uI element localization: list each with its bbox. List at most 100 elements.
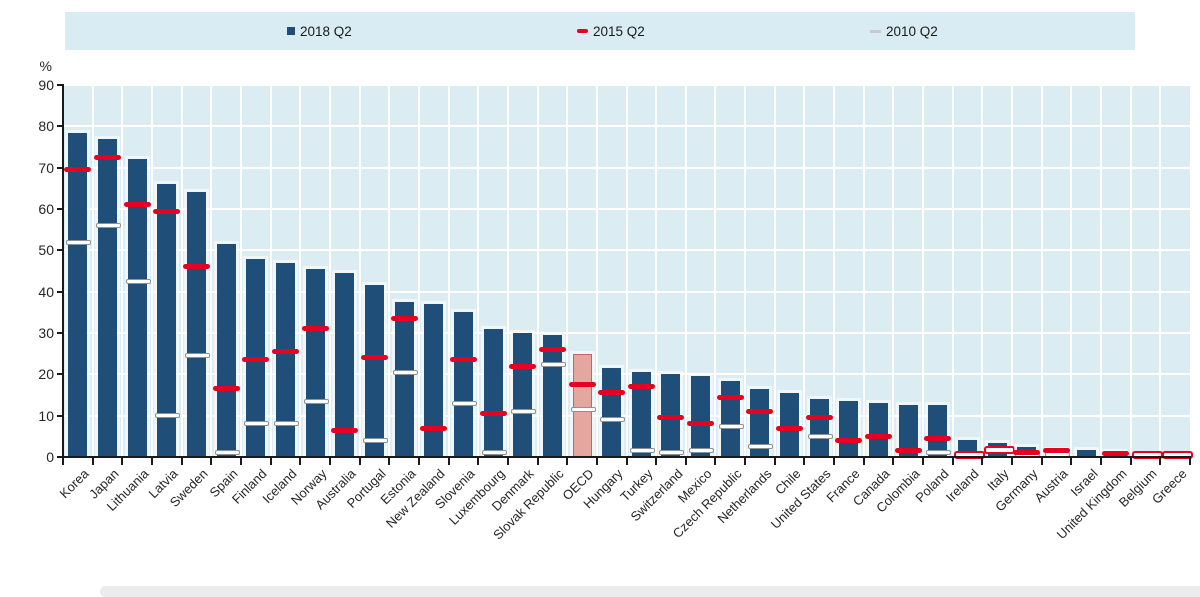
dash-2015-new-zealand [420,425,448,431]
dash-2015-ireland [954,451,986,459]
x-tick-35 [1100,458,1103,465]
bar-poland [925,402,951,460]
dash-2015-united-kingdom [1102,451,1130,456]
y-tick-40 [57,290,63,293]
bar-turkey [628,369,654,460]
x-label-korea: Korea [56,466,92,502]
dash-2015-mexico [687,421,715,427]
bar-france [836,398,862,460]
horizontal-scrollbar[interactable] [100,586,1200,597]
dash-2015-hungary [598,390,626,396]
x-tick-26 [833,458,836,465]
dash-2015-poland [924,435,952,441]
dash-2015-netherlands [746,409,774,415]
bar-netherlands [747,385,773,460]
bar-denmark [510,330,536,460]
y-tick-10 [57,414,63,417]
gridline-v-25 [803,85,806,457]
y-tick-60 [57,208,63,210]
x-tick-29 [922,458,925,465]
bar-sweden [183,189,209,460]
bar-japan [94,135,120,460]
x-tick-6 [239,458,242,465]
dash-2015-canada [865,433,893,439]
y-tick-30 [57,332,63,334]
bar-colombia [895,402,921,460]
legend-red-dash-icon [577,29,588,33]
legend-gray-dash-icon [870,29,881,33]
gridline-v-31 [981,85,984,457]
bar-korea [65,129,91,460]
y-tick-label-50: 50 [38,242,54,259]
dash-2010-latvia [155,413,181,419]
bar-luxembourg [480,325,506,460]
y-tick-80 [57,125,63,128]
x-tick-30 [951,458,954,465]
x-tick-20 [655,458,658,465]
dash-2015-turkey [627,384,655,390]
dash-2015-estonia [390,316,418,322]
dash-2015-france [835,437,863,443]
x-tick-19 [625,458,628,465]
dash-2010-norway [303,398,329,404]
bar-hungary [599,365,625,460]
x-tick-9 [328,458,331,465]
dash-2010-oecd [570,406,596,412]
bar-lithuania [124,156,150,460]
x-tick-17 [566,458,569,465]
x-tick-28 [892,458,895,465]
bar-czech-republic [717,377,743,461]
gridline-v-5 [210,85,213,457]
bar-portugal [361,282,387,460]
x-tick-38 [1189,458,1191,465]
gridline-v-13 [447,85,450,457]
bar-new-zealand [421,301,447,460]
x-label-austria: Austria [1031,466,1071,506]
bar-oecd [569,350,595,460]
dash-2010-iceland [273,421,299,427]
dash-2010-spain [214,450,240,456]
x-tick-18 [595,458,598,465]
dash-2015-united-states [805,415,833,421]
x-tick-22 [714,458,717,465]
dash-2010-estonia [392,369,418,375]
gridline-v-35 [1100,85,1103,457]
gridline-v-17 [566,85,569,457]
dash-2015-czech-republic [716,394,744,400]
dash-2015-japan [93,154,121,160]
gridline-v-3 [150,85,153,457]
dash-2015-luxembourg [479,411,507,417]
bar-slovenia [450,309,476,460]
x-tick-0 [62,458,64,465]
legend-item-2018-q2: 2018 Q2 [287,12,352,50]
gridline-v-16 [536,85,539,457]
y-tick-label-0: 0 [46,449,54,465]
dash-2010-netherlands [748,444,774,450]
x-tick-16 [536,458,539,465]
bar-estonia [391,299,417,460]
x-tick-14 [477,458,480,465]
dash-2010-switzerland [659,450,685,456]
gridline-v-10 [358,85,361,457]
gridline-v-1 [91,85,94,457]
dash-2015-latvia [153,208,181,214]
x-tick-36 [1129,458,1132,465]
dash-2015-australia [331,427,359,433]
gridline-v-9 [328,85,331,457]
dash-2010-korea [66,239,92,245]
bar-latvia [154,181,180,460]
gridline-v-22 [714,85,717,457]
gridline-v-7 [269,85,272,457]
legend-item-2010-q2: 2010 Q2 [870,12,938,50]
x-tick-15 [506,458,509,465]
x-tick-37 [1159,458,1162,465]
x-tick-12 [417,458,420,465]
x-tick-4 [180,458,183,465]
bar-spain [213,241,239,460]
dash-2010-lithuania [125,278,151,284]
x-tick-13 [447,458,450,465]
bar-australia [332,270,358,460]
x-tick-1 [91,458,94,465]
dash-2015-finland [242,357,270,363]
x-axis-line [62,456,1191,458]
